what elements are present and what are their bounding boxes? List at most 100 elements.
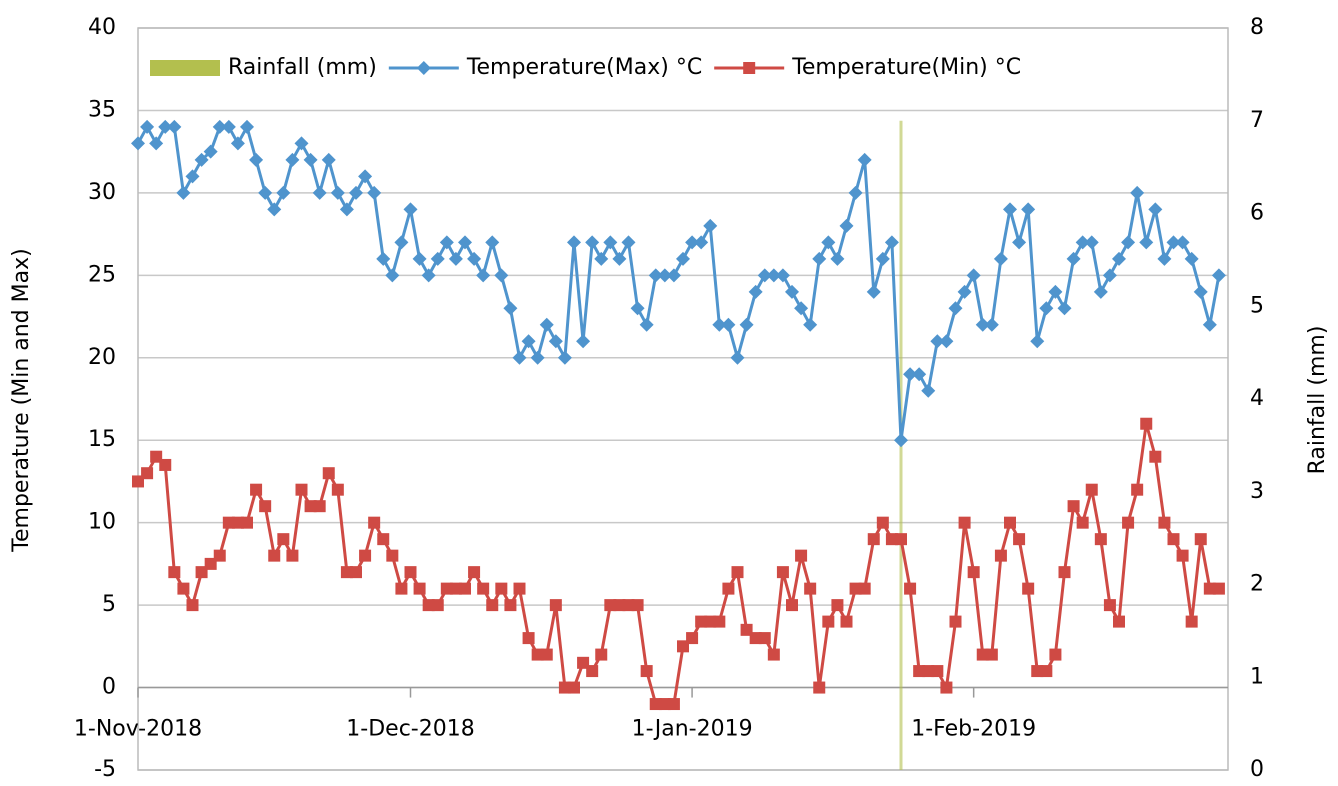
point	[821, 235, 836, 250]
point	[785, 284, 799, 299]
point	[1085, 483, 1098, 496]
y2-tick-label: 6	[1250, 201, 1264, 226]
point	[904, 582, 917, 595]
legend-label: Rainfall (mm)	[228, 55, 377, 80]
point	[404, 566, 417, 579]
point	[140, 119, 155, 134]
point	[495, 582, 508, 595]
point	[276, 185, 291, 200]
point	[804, 582, 817, 595]
point	[431, 599, 444, 612]
point	[958, 516, 971, 529]
point	[1102, 268, 1117, 283]
point	[848, 185, 863, 200]
point	[766, 268, 781, 283]
point	[358, 169, 373, 184]
point	[540, 648, 553, 661]
point	[250, 483, 263, 496]
point	[586, 665, 599, 678]
point	[1067, 500, 1080, 513]
legend-label: Temperature(Min) °C	[791, 55, 1021, 80]
plot-border	[137, 27, 1229, 771]
point	[558, 681, 571, 694]
point	[666, 268, 681, 283]
point	[394, 235, 409, 250]
point	[922, 665, 935, 678]
point	[268, 549, 281, 562]
point	[649, 698, 662, 711]
point	[376, 251, 391, 266]
point	[940, 681, 953, 694]
point	[131, 136, 145, 151]
point	[512, 350, 527, 365]
point	[576, 334, 591, 349]
point	[775, 268, 790, 283]
point	[967, 566, 980, 579]
point	[222, 516, 235, 529]
point	[794, 301, 809, 316]
point	[413, 582, 426, 595]
point	[1148, 202, 1163, 217]
point	[1076, 516, 1089, 529]
point	[994, 549, 1007, 562]
point	[713, 615, 726, 628]
y-tick-label: 15	[88, 427, 116, 452]
point	[731, 566, 744, 579]
point	[467, 251, 482, 266]
point	[658, 698, 671, 711]
point	[622, 599, 635, 612]
point	[612, 251, 627, 266]
point	[667, 698, 680, 711]
point	[677, 640, 689, 653]
point	[213, 549, 226, 562]
point	[722, 582, 735, 595]
point	[704, 615, 717, 628]
point	[984, 317, 999, 332]
point	[132, 475, 144, 488]
point	[1149, 450, 1162, 463]
point	[313, 500, 326, 513]
point	[504, 599, 517, 612]
point	[1031, 665, 1044, 678]
point	[1013, 533, 1026, 546]
point	[486, 599, 499, 612]
point	[895, 533, 907, 546]
point	[767, 648, 780, 661]
point	[304, 500, 317, 513]
y2-tick-label: 0	[1250, 757, 1264, 782]
point	[230, 136, 245, 151]
point	[241, 516, 253, 529]
point	[876, 516, 889, 529]
point	[786, 599, 798, 612]
series	[131, 119, 1226, 448]
point	[921, 383, 936, 398]
point	[377, 533, 390, 546]
point	[603, 235, 618, 250]
point	[1048, 284, 1063, 299]
legend-marker	[416, 61, 431, 75]
series	[132, 417, 1225, 711]
point	[957, 284, 972, 299]
point	[948, 301, 963, 316]
point	[1093, 284, 1108, 299]
point	[1066, 251, 1081, 266]
point	[295, 483, 308, 496]
line	[136, 423, 1219, 706]
point	[748, 284, 763, 299]
point	[739, 317, 754, 332]
point	[1131, 483, 1144, 496]
point	[430, 251, 445, 266]
point	[195, 566, 208, 579]
point	[985, 648, 998, 661]
point	[813, 681, 826, 694]
point	[758, 632, 771, 645]
x-tick-label: 1-Jan-2019	[632, 717, 753, 742]
point	[839, 218, 854, 233]
point	[639, 317, 654, 332]
point	[286, 549, 299, 562]
point	[703, 218, 718, 233]
point	[485, 235, 500, 250]
point	[712, 317, 727, 332]
point	[730, 350, 745, 365]
